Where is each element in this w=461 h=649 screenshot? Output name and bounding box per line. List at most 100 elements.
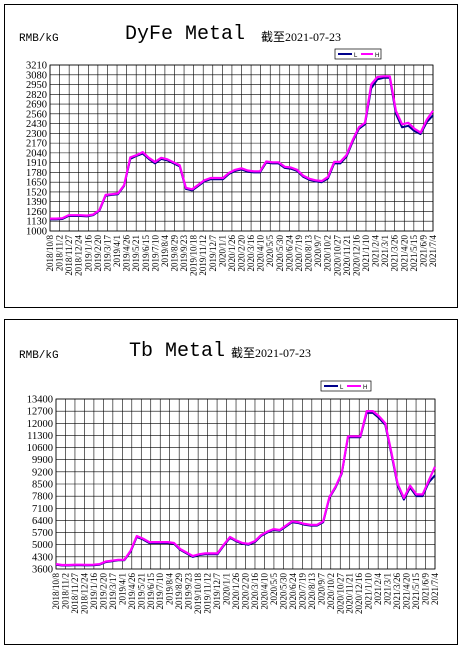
tb-x-tick-label: 2020/9/7 bbox=[316, 573, 326, 606]
dyfe-x-tick-label: 2019/8/4 bbox=[160, 235, 170, 268]
tb-legend: L H bbox=[320, 380, 372, 392]
dyfe-y-tick-label: 2950 bbox=[26, 80, 47, 91]
dyfe-x-tick-label: 2019/12/7 bbox=[208, 235, 218, 272]
dyfe-y-tick-label: 1650 bbox=[26, 178, 47, 189]
dyfe-x-tick-label: 2021/6/9 bbox=[418, 235, 428, 268]
tb-x-tick-label: 2020/2/20 bbox=[241, 573, 251, 610]
dyfe-plot-frame bbox=[49, 64, 434, 232]
tb-x-tick-label: 2019/12/7 bbox=[212, 573, 222, 610]
dyfe-x-tick-label: 2018/12/24 bbox=[74, 235, 84, 277]
dyfe-y-tick-label: 1000 bbox=[26, 227, 47, 238]
dyfe-x-tick-label: 2019/10/18 bbox=[189, 235, 199, 277]
dyfe-x-tick-label: 2019/4/1 bbox=[112, 235, 122, 267]
dyfe-x-tick-label: 2020/2/20 bbox=[237, 235, 247, 272]
tb-metal-chart-panel: RMB/kG Tb Metal 截至2021-07-23 L H 3600 430… bbox=[4, 319, 458, 645]
dyfe-x-tick-label: 2019/1/16 bbox=[83, 235, 93, 272]
dyfe-y-tick-label: 2170 bbox=[26, 139, 47, 150]
dyfe-x-tick-label: 2019/4/26 bbox=[122, 235, 132, 272]
tb-y-tick-label: 7800 bbox=[32, 492, 53, 503]
tb-x-tick-label: 2020/5/30 bbox=[278, 573, 288, 610]
dyfe-legend: L H bbox=[334, 48, 382, 60]
dyfe-y-tick-label: 1780 bbox=[26, 168, 47, 179]
tb-y-tick-label: 10600 bbox=[27, 443, 53, 454]
dyfe-x-tick-label: 2019/11/12 bbox=[198, 235, 208, 276]
tb-x-tick-label: 2019/5/21 bbox=[136, 573, 146, 610]
dyfe-x-tick-label: 2019/2/20 bbox=[93, 235, 103, 272]
tb-x-tick-label: 2019/4/1 bbox=[117, 573, 127, 605]
tb-x-tick-label: 2020/1/26 bbox=[231, 573, 241, 610]
tb-x-tick-label: 2019/10/18 bbox=[193, 573, 203, 615]
tb-x-tick-label: 2021/4/20 bbox=[402, 573, 412, 610]
tb-x-tick-label: 2018/12/24 bbox=[79, 573, 89, 615]
tb-x-tick-label: 2021/7/4 bbox=[430, 573, 440, 606]
dyfe-x-tick-label: 2018/10/8 bbox=[45, 235, 55, 272]
tb-x-tick-label: 2019/4/26 bbox=[127, 573, 137, 610]
tb-y-tick-label: 11300 bbox=[27, 431, 53, 442]
tb-y-tick-label: 12700 bbox=[27, 407, 53, 418]
tb-x-tick-label: 2019/1/16 bbox=[89, 573, 99, 610]
dyfe-chart-subtitle: 截至2021-07-23 bbox=[261, 30, 341, 44]
dyfe-x-tick-label: 2019/6/15 bbox=[141, 235, 151, 272]
tb-x-tick-label: 2020/11/21 bbox=[345, 573, 355, 614]
dyfe-x-tick-label: 2021/1/10 bbox=[361, 235, 371, 272]
dyfe-y-tick-label: 1520 bbox=[26, 187, 47, 198]
dyfe-legend-label-l: L bbox=[354, 53, 358, 59]
dyfe-x-tick-label: 2019/3/17 bbox=[102, 235, 112, 272]
dyfe-y-tick-label: 1130 bbox=[26, 217, 47, 228]
dyfe-x-tick-label: 2020/6/24 bbox=[284, 235, 294, 272]
dyfe-y-tick-label: 3080 bbox=[26, 70, 47, 81]
tb-x-tick-label: 2019/9/23 bbox=[184, 573, 194, 610]
tb-legend-label-h: H bbox=[363, 385, 367, 391]
dyfe-x-tick-label: 2020/8/13 bbox=[304, 235, 314, 272]
dyfe-x-tick-label: 2020/5/30 bbox=[275, 235, 285, 272]
tb-y-tick-label: 5000 bbox=[32, 540, 53, 551]
tb-x-tick-label: 2021/1/10 bbox=[364, 573, 374, 610]
dyfe-metal-chart-panel: RMB/kG DyFe Metal 截至2021-07-23 L H 1000 1… bbox=[4, 4, 458, 308]
tb-x-tick-label: 2019/8/4 bbox=[165, 573, 175, 606]
dyfe-y-tick-label: 1910 bbox=[26, 158, 47, 169]
tb-y-tick-label: 3600 bbox=[32, 565, 53, 576]
tb-x-tick-label: 2019/6/15 bbox=[146, 573, 156, 610]
dyfe-x-tick-label: 2020/12/16 bbox=[351, 235, 361, 277]
tb-x-tick-label: 2020/6/24 bbox=[288, 573, 298, 610]
dyfe-plot-area: 1000113012601390152016501780191020402170… bbox=[26, 61, 438, 277]
dyfe-y-tick-label: 2820 bbox=[26, 90, 47, 101]
dyfe-x-tick-label: 2021/3/1 bbox=[380, 235, 390, 267]
dyfe-x-tick-label: 2021/2/4 bbox=[371, 235, 381, 268]
tb-y-tick-label: 8500 bbox=[32, 480, 53, 491]
tb-x-tick-label: 2021/3/1 bbox=[383, 573, 393, 605]
tb-x-tick-label: 2020/10/2 bbox=[326, 573, 336, 610]
dyfe-x-tick-label: 2020/9/7 bbox=[313, 235, 323, 268]
dyfe-x-tick-label: 2020/3/16 bbox=[246, 235, 256, 272]
tb-chart-subtitle: 截至2021-07-23 bbox=[231, 346, 311, 360]
tb-x-tick-label: 2021/5/15 bbox=[411, 573, 421, 610]
tb-x-tick-label: 2019/8/29 bbox=[174, 573, 184, 610]
dyfe-y-tick-label: 1390 bbox=[26, 197, 47, 208]
dyfe-y-tick-label: 2300 bbox=[26, 129, 47, 140]
tb-y-tick-label: 6400 bbox=[32, 516, 53, 527]
tb-legend-box bbox=[320, 380, 372, 392]
tb-x-tick-label: 2021/6/9 bbox=[421, 573, 431, 606]
dyfe-chart-title: DyFe Metal bbox=[125, 23, 245, 46]
tb-x-tick-label: 2021/3/26 bbox=[392, 573, 402, 610]
tb-plot-frame bbox=[55, 398, 436, 570]
dyfe-x-tick-label: 2020/11/21 bbox=[342, 235, 352, 276]
tb-x-tick-label: 2020/7/19 bbox=[297, 573, 307, 610]
dyfe-y-tick-label: 2560 bbox=[26, 109, 47, 120]
dyfe-x-tick-label: 2019/5/21 bbox=[131, 235, 141, 272]
dyfe-x-tick-label: 2020/5/5 bbox=[265, 235, 275, 268]
tb-y-unit-label: RMB/kG bbox=[19, 350, 59, 362]
dyfe-x-tick-label: 2019/9/23 bbox=[179, 235, 189, 272]
dyfe-series-h-line bbox=[50, 75, 434, 220]
dyfe-y-tick-label: 2040 bbox=[26, 148, 47, 159]
tb-y-tick-label: 13400 bbox=[27, 395, 53, 406]
tb-y-tick-label: 9900 bbox=[32, 455, 53, 466]
dyfe-x-tick-label: 2021/4/20 bbox=[399, 235, 409, 272]
tb-y-tick-label: 7100 bbox=[32, 504, 53, 515]
tb-x-tick-label: 2020/12/16 bbox=[354, 573, 364, 615]
tb-y-tick-label: 12000 bbox=[27, 419, 53, 430]
tb-metal-chart: RMB/kG Tb Metal 截至2021-07-23 L H 3600 430… bbox=[19, 340, 440, 615]
dyfe-x-tick-label: 2021/3/26 bbox=[390, 235, 400, 272]
tb-x-tick-label: 2020/5/5 bbox=[269, 573, 279, 606]
